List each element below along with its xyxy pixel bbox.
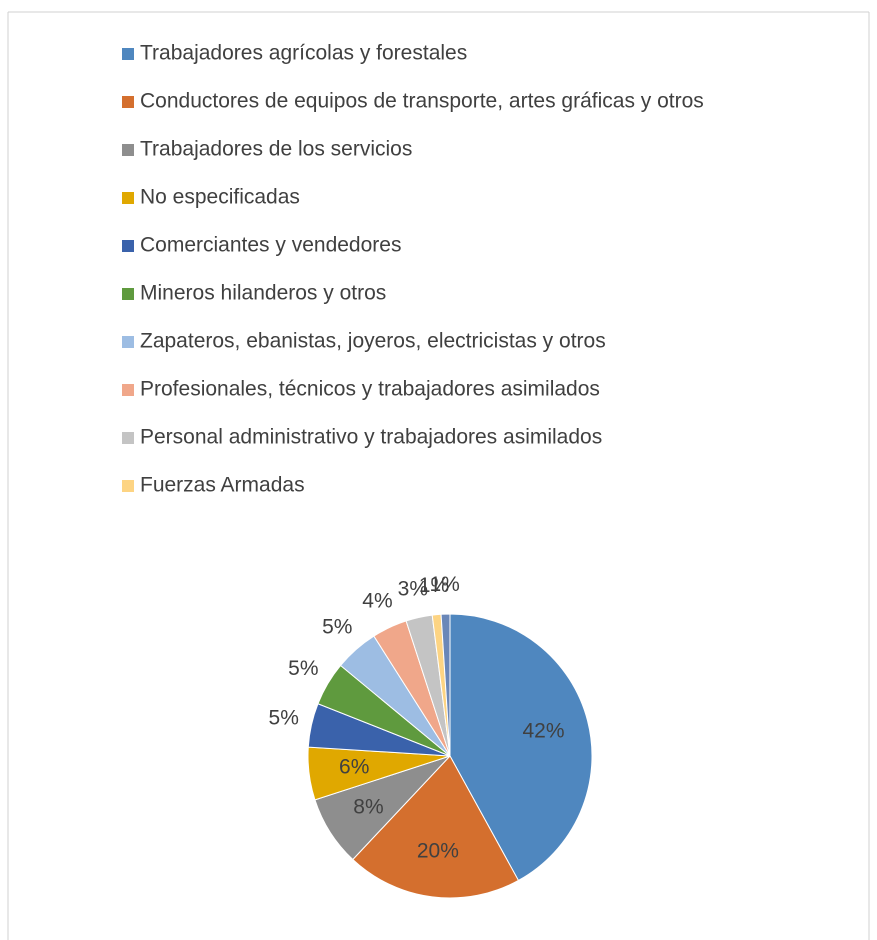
data-label: 8% [353, 795, 383, 818]
pie-slice [440, 613, 451, 757]
data-label: 5% [269, 706, 299, 729]
data-label: 6% [339, 756, 369, 779]
legend-swatch [122, 96, 134, 108]
data-label: 5% [322, 616, 352, 639]
legend-swatch [122, 432, 134, 444]
data-label: 5% [288, 657, 318, 680]
legend-swatch [122, 480, 134, 492]
legend-swatch [122, 336, 134, 348]
data-label: 1% [429, 573, 459, 596]
legend-swatch [122, 48, 134, 60]
legend-label: Comerciantes y vendedores [140, 234, 401, 257]
pie-slice [352, 755, 520, 899]
legend-swatch [122, 192, 134, 204]
legend-label: No especificadas [140, 186, 300, 209]
pie-slice [449, 613, 593, 882]
legend-label: Trabajadores agrícolas y forestales [140, 42, 467, 65]
data-label: 3% [398, 577, 428, 600]
data-label: 1% [419, 574, 449, 597]
legend-swatch [122, 288, 134, 300]
legend-swatch [122, 144, 134, 156]
legend-label: Mineros hilanderos y otros [140, 282, 386, 305]
legend-label: Conductores de equipos de transporte, ar… [140, 90, 704, 113]
legend-label: Zapateros, ebanistas, joyeros, electrici… [140, 330, 606, 353]
legend-label: Personal administrativo y trabajadores a… [140, 426, 602, 449]
legend-swatch [122, 384, 134, 396]
data-label: 4% [362, 589, 392, 612]
data-label: 20% [417, 839, 459, 862]
data-label: 42% [523, 720, 565, 743]
legend-label: Trabajadores de los servicios [140, 138, 412, 161]
legend-label: Profesionales, técnicos y trabajadores a… [140, 378, 600, 401]
legend-swatch [122, 240, 134, 252]
legend-label: Fuerzas Armadas [140, 474, 305, 497]
